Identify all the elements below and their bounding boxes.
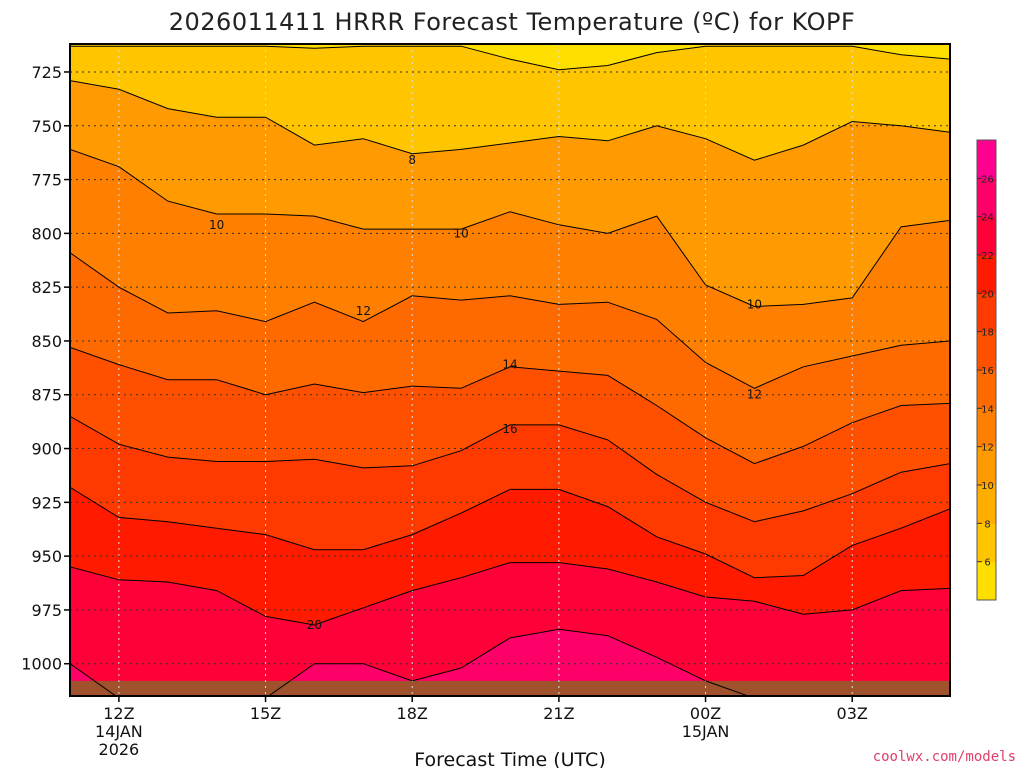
y-tick-label: 800 [31,224,62,243]
x-tick-label: 18Z [397,704,428,723]
y-tick-label: 900 [31,440,62,459]
colorbar-label: 18 [981,328,994,339]
x-tick-label: 15JAN [682,722,730,741]
contour-label: 10 [747,297,762,311]
x-tick-label: 00Z [690,704,721,723]
colorbar-segment [977,178,996,218]
contour-labels: 8 10 10 10 12 12 14 16 20 [209,153,762,632]
contour-lines [70,45,950,696]
plot-area [70,44,950,696]
contour-8 [70,80,950,161]
x-axis-title: Forecast Time (UTC) [414,749,605,768]
contour-label: 16 [502,422,517,436]
colorbar-segment [977,408,996,448]
band-below-6 [70,44,950,70]
colorbar-segment [977,216,996,256]
gridlines [70,44,950,696]
colorbar-label: 6 [984,558,990,569]
y-tick-label: 850 [31,332,62,351]
contour-label: 8 [408,153,416,167]
colorbar-segment [977,485,996,524]
x-tick-label: 15Z [250,704,281,723]
x-tick-label: 14JAN [95,722,143,741]
credit-text: coolwx.com/models [873,749,1016,765]
y-tick-label: 825 [31,278,62,297]
band-22 [70,629,749,696]
colorbar-segment [977,446,996,486]
colorbar-segment [977,561,996,601]
colorbar-segment [977,370,996,409]
y-tick-label: 925 [31,493,62,512]
contour-label: 20 [307,618,322,632]
colorbar-label: 16 [981,366,994,377]
colorbar-label: 12 [981,443,994,454]
contour-14 [70,346,950,465]
y-tick-label: 975 [31,601,62,620]
contour-6 [70,45,950,71]
contour-label: 10 [453,226,468,240]
colorbar-segment [977,140,996,179]
y-tick-label: 1000 [21,655,62,674]
contour-label: 10 [209,218,224,232]
colorbar-label: 8 [984,519,990,530]
colorbar-legend: 6 8 10 12 14 16 18 20 22 24 26 [976,139,997,601]
contour-20 [70,562,950,626]
x-tick-label: 21Z [543,704,574,723]
colorbar-label: 10 [981,481,994,492]
contour-22 [70,628,750,696]
x-tick-label: 03Z [837,704,868,723]
x-tick-label: 12Z [103,704,134,723]
colorbar-label: 20 [981,289,994,300]
y-tick-label: 950 [31,547,62,566]
x-tick-label: 2026 [99,740,140,759]
y-tick-label: 725 [31,63,62,82]
colorbar-label: 22 [981,251,994,262]
colorbar-segment [977,293,996,333]
y-tick-label: 775 [31,171,62,190]
contour-label: 12 [747,388,762,402]
contour-10 [70,148,950,308]
plot-frame [69,43,951,697]
contour-label: 14 [502,358,517,372]
ground-surface [70,680,950,696]
colorbar-label: 24 [981,213,994,224]
contour-label: 12 [356,304,371,318]
contour-18 [70,486,950,579]
y-axis: 725 750 775 800 825 850 875 900 925 950 975 1000 [21,63,70,674]
chart-title: 2026011411 HRRR Forecast Temperature (ºC… [169,8,856,36]
contour-12 [70,252,950,389]
colorbar-segment [977,255,996,294]
colorbar-label: 26 [981,174,994,185]
colorbar-segment [977,331,996,371]
y-tick-label: 875 [31,386,62,405]
contour-16 [70,415,950,523]
colorbar-label: 14 [981,404,994,415]
y-tick-label: 750 [31,117,62,136]
colorbar-segment [977,523,996,563]
band-20 [70,562,950,696]
